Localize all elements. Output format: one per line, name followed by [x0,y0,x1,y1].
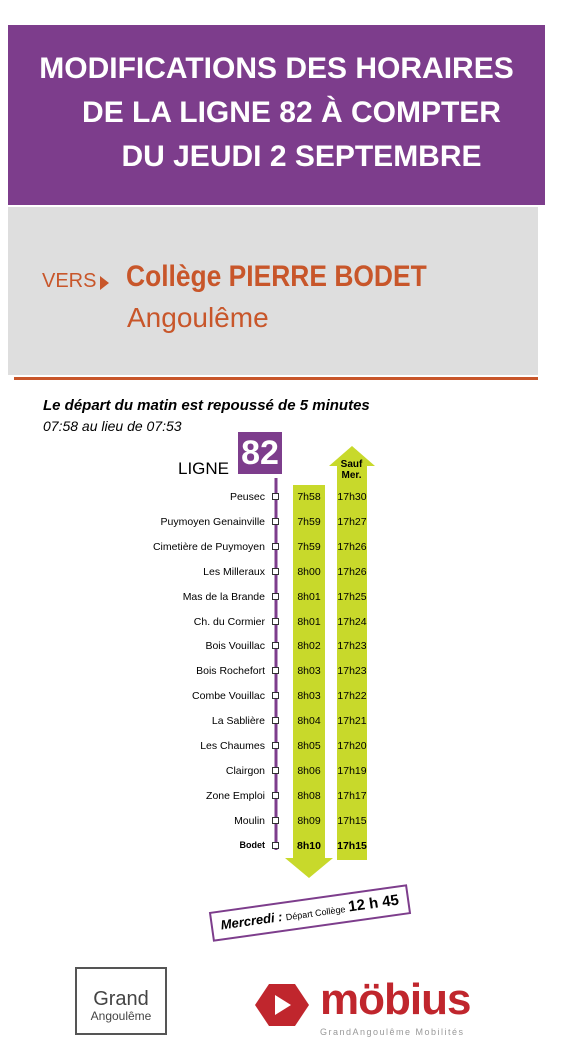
stop-marker [272,717,279,725]
stop-name: Bodet [239,839,266,850]
evening-time: 17h23 [337,665,367,678]
notice-headline: Le départ du matin est repoussé de 5 min… [43,397,370,414]
evening-time: 17h23 [337,640,367,653]
evening-time: 17h30 [337,491,367,503]
stop-name: Bois Vouillac [205,640,265,653]
evening-time: 17h26 [337,565,367,578]
evening-time: 17h27 [337,515,367,528]
stop-name: Puymoyen Genainville [160,515,265,528]
mobius-tagline: GrandAngoulême Mobilités [320,1027,465,1037]
morning-time: 8h04 [297,715,321,728]
stop-name: Moulin [234,814,265,827]
wednesday-text: Départ Collège [285,904,347,923]
stop-marker [272,766,279,774]
stop-marker [272,493,279,500]
morning-arrow [285,485,333,878]
evening-time: 17h24 [337,615,367,628]
stop-name: Peusec [229,491,265,503]
arrow-icon [100,276,109,290]
line-number: 82 [238,432,282,474]
evening-header-line: Sauf [340,459,363,470]
stop-marker [272,642,279,650]
evening-time: 17h19 [337,764,367,777]
morning-time: 7h58 [297,491,321,503]
stop-name: Les Milleraux [203,565,265,578]
dest-prefix: VERS [42,270,97,292]
dest-city: Angoulême [127,302,269,333]
stop-marker [272,816,279,824]
stop-marker [272,667,279,675]
stop-name: La Sablière [211,715,265,728]
stop-name: Cimetière de Puymoyen [152,540,265,553]
morning-time: 8h09 [297,814,321,827]
stop-name: Mas de la Brande [182,590,265,603]
title-line: MODIFICATIONS DES HORAIRES [39,52,514,85]
wednesday-time: 12 h 45 [347,891,400,916]
stop-marker [272,592,279,600]
morning-time: 7h59 [297,515,321,528]
stop-name: Les Chaumes [200,740,265,752]
morning-time: 8h02 [297,640,321,653]
morning-time: 8h05 [297,740,321,752]
mobius-logo: möbius [320,975,471,1024]
evening-header: Sauf Mer. [333,459,370,481]
stop-name: Ch. du Cormier [193,615,265,628]
stop-marker [272,841,279,849]
notice-detail: 07:58 au lieu de 07:53 [43,418,182,434]
stop-marker [272,542,279,550]
wednesday-day: Mercredi : [219,908,284,933]
morning-time: 8h03 [297,665,321,678]
title-line: DU JEUDI 2 SEPTEMBRE [121,140,482,173]
destination-box [8,207,538,375]
morning-time: 8h06 [297,764,321,777]
stop-name: Clairgon [225,764,265,777]
header: MODIFICATIONS DES HORAIRES DE LA LIGNE 8… [8,25,545,205]
line-label: LIGNE [178,459,230,478]
evening-arrow [329,446,375,860]
stop-marker [272,617,279,625]
divider [14,377,538,380]
evening-time: 17h22 [337,690,367,703]
evening-time: 17h15 [337,814,367,827]
evening-header-line: Mer. [341,470,362,481]
stop-marker [272,517,279,525]
morning-time: 8h03 [297,690,321,703]
evening-time: 17h21 [337,715,367,728]
evening-time: 17h15 [337,839,367,852]
grand-angouleme-logo: Grand Angoulême [75,967,167,1035]
stop-marker [272,567,279,575]
morning-time: 8h01 [297,590,321,603]
stop-name: Bois Rochefort [196,665,265,678]
logo-text: Angoulême [90,1009,152,1023]
evening-time: 17h25 [337,590,367,603]
stop-name: Zone Emploi [206,789,265,802]
evening-time: 17h26 [337,540,367,553]
morning-time: 7h59 [297,540,321,553]
mobius-icon [255,984,309,1026]
morning-time: 8h08 [297,789,321,802]
logo-text: Grand [93,988,149,1010]
stop-marker [272,791,279,799]
stop-name: Combe Vouillac [192,690,265,703]
morning-time: 8h01 [297,615,321,628]
morning-time: 8h10 [297,839,321,852]
dest-name: Collège PIERRE BODET [126,260,427,293]
evening-time: 17h17 [337,789,367,802]
evening-time: 17h20 [337,740,367,752]
stop-marker [272,742,279,749]
stop-marker [272,692,279,700]
morning-time: 8h00 [297,565,321,578]
title-line: DE LA LIGNE 82 À COMPTER [82,96,501,129]
